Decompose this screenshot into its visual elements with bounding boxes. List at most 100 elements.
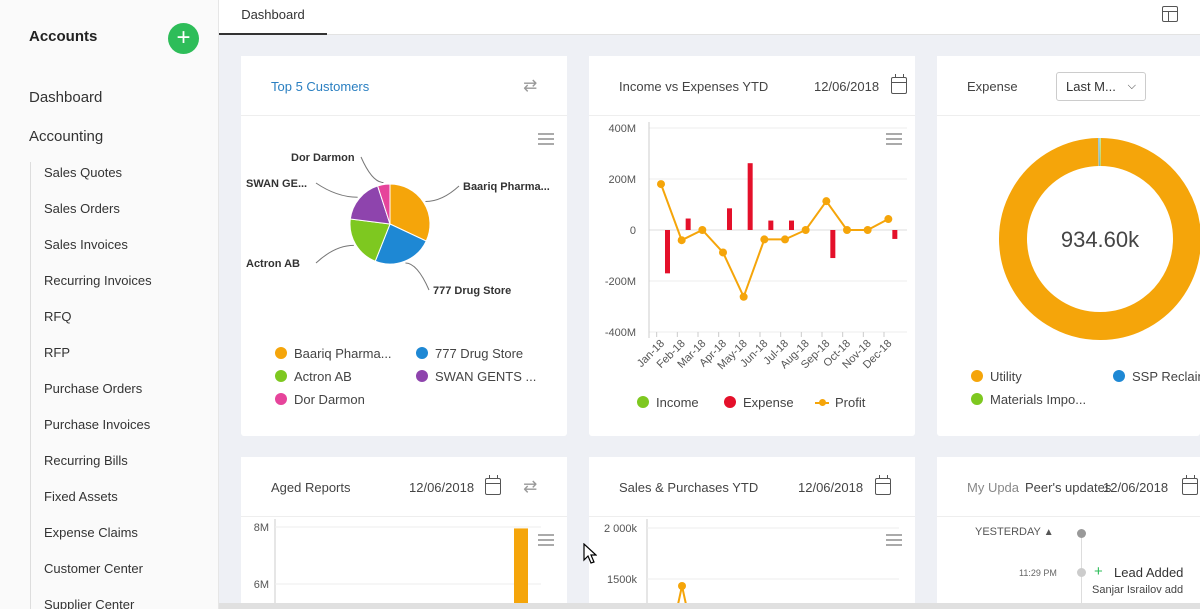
legend-item[interactable]: Profit	[815, 395, 865, 410]
bar[interactable]	[830, 230, 836, 259]
y-tick-label: 6M	[254, 579, 269, 591]
date-value[interactable]: 12/06/2018	[409, 480, 475, 495]
card-title[interactable]: Top 5 Customers	[271, 79, 370, 94]
legend-swatch	[416, 347, 428, 359]
legend-item[interactable]: Actron AB	[275, 369, 352, 384]
pie-leader-line	[315, 244, 354, 264]
sidebar-item-accounting[interactable]: Accounting	[29, 128, 104, 145]
legend-item[interactable]: Baariq Pharma...	[275, 346, 392, 361]
date-value[interactable]: 12/06/2018	[814, 79, 880, 94]
data-point[interactable]	[677, 236, 686, 245]
tab-dashboard[interactable]: Dashboard	[219, 0, 327, 35]
income-expenses-card: Income vs Expenses YTD 12/06/2018 400M 20…	[589, 56, 915, 436]
plus-icon: +	[1094, 563, 1103, 580]
horizontal-scrollbar[interactable]	[219, 603, 1200, 609]
data-point[interactable]	[739, 292, 748, 301]
pie-slice[interactable]	[389, 183, 431, 242]
data-point[interactable]	[719, 248, 727, 257]
sidebar-item-supplier-center[interactable]: Supplier Center	[44, 597, 135, 609]
series-line	[660, 183, 889, 300]
legend-item[interactable]: SSP Reclaim	[1113, 369, 1200, 384]
legend-item[interactable]: Expense	[724, 395, 794, 410]
pie-slice[interactable]	[349, 185, 391, 225]
tab-bar: Dashboard	[219, 0, 1200, 35]
pie-slice[interactable]	[377, 183, 391, 225]
legend-item[interactable]: Dor Darmon	[275, 392, 365, 407]
chart-menu-icon[interactable]	[886, 534, 902, 546]
data-point[interactable]	[698, 226, 707, 234]
data-point[interactable]	[657, 180, 665, 189]
sidebar-item-fixed-assets[interactable]: Fixed Assets	[44, 489, 118, 504]
sidebar-item-sales-quotes[interactable]: Sales Quotes	[44, 165, 123, 180]
legend-swatch	[971, 370, 983, 382]
y-tick-label: -400M	[605, 327, 636, 339]
timeline-entry-title[interactable]: Lead Added	[1114, 565, 1184, 580]
pie-slice[interactable]	[374, 223, 427, 265]
bar[interactable]	[514, 528, 528, 609]
period-select[interactable]: Last M... ⌵	[1056, 72, 1146, 101]
sidebar-item-expense-claims[interactable]: Expense Claims	[44, 525, 138, 540]
chart-menu-icon[interactable]	[538, 534, 554, 546]
pie-slice[interactable]	[349, 218, 391, 262]
tab-peers-updates[interactable]: Peer's updates	[1025, 480, 1112, 495]
legend-swatch	[724, 396, 736, 408]
data-point[interactable]	[801, 226, 810, 234]
y-tick-label: 400M	[608, 123, 636, 135]
bar[interactable]	[727, 208, 732, 230]
chart-menu-icon[interactable]	[886, 133, 902, 145]
data-point[interactable]	[884, 215, 893, 224]
legend-item[interactable]: 777 Drug Store	[416, 346, 523, 361]
pie-leader-line	[315, 182, 358, 198]
sidebar-item-recurring-bills[interactable]: Recurring Bills	[44, 453, 128, 468]
legend-item[interactable]: Utility	[971, 369, 1022, 384]
expense-donut: 934.60k	[999, 138, 1200, 340]
legend-swatch	[815, 399, 829, 406]
tab-my-updates[interactable]: My Upda	[967, 480, 1020, 495]
refresh-icon[interactable]: ⇄	[523, 76, 538, 95]
bar[interactable]	[892, 230, 898, 239]
bar[interactable]	[665, 230, 670, 274]
legend-item[interactable]: Materials Impo...	[971, 392, 1086, 407]
calendar-icon[interactable]	[1182, 475, 1198, 495]
donut-slice[interactable]	[999, 138, 1200, 340]
card-header: Top 5 Customers ⇄	[241, 56, 567, 116]
legend-swatch	[1113, 370, 1125, 382]
calendar-icon[interactable]	[891, 74, 907, 94]
sidebar-item-sales-orders[interactable]: Sales Orders	[44, 201, 120, 216]
calendar-icon[interactable]	[485, 475, 501, 495]
sidebar-item-purchase-invoices[interactable]: Purchase Invoices	[44, 417, 151, 432]
pie-slice-label: Dor Darmon	[291, 152, 355, 164]
refresh-icon[interactable]: ⇄	[523, 477, 538, 496]
timeline-time: 11:29 PM	[1019, 568, 1057, 578]
legend-item[interactable]: Income	[637, 395, 699, 410]
add-button[interactable]: +	[168, 23, 199, 54]
calendar-icon[interactable]	[875, 475, 891, 495]
data-point[interactable]	[678, 582, 686, 590]
data-point[interactable]	[760, 235, 769, 244]
date-value[interactable]: 12/06/2018	[798, 480, 864, 495]
chart-menu-icon[interactable]	[538, 133, 554, 145]
data-point[interactable]	[843, 226, 851, 234]
date-value[interactable]: 12/06/2018	[1103, 480, 1169, 495]
sidebar-item-sales-invoices[interactable]: Sales Invoices	[44, 237, 128, 252]
bar[interactable]	[685, 218, 691, 230]
chevron-up-icon: ▲	[1043, 527, 1054, 538]
legend-item[interactable]: SWAN GENTS ...	[416, 369, 536, 384]
data-point[interactable]	[822, 197, 831, 206]
layout-icon[interactable]	[1162, 6, 1178, 22]
timeline-group-label[interactable]: YESTERDAY ▲	[975, 526, 1054, 538]
sidebar-item-customer-center[interactable]: Customer Center	[44, 561, 143, 576]
data-point[interactable]	[781, 235, 789, 244]
sidebar-item-dashboard[interactable]: Dashboard	[29, 89, 103, 106]
legend-swatch	[275, 370, 287, 382]
period-select-value: Last M...	[1066, 79, 1116, 94]
sidebar-item-rfp[interactable]: RFP	[44, 345, 70, 360]
sidebar-item-recurring-invoices[interactable]: Recurring Invoices	[44, 273, 152, 288]
sidebar-item-rfq[interactable]: RFQ	[44, 309, 72, 324]
bar[interactable]	[747, 163, 753, 230]
sidebar-item-purchase-orders[interactable]: Purchase Orders	[44, 381, 143, 396]
data-point[interactable]	[863, 226, 872, 234]
bar[interactable]	[768, 220, 774, 230]
bar[interactable]	[789, 220, 794, 230]
pie-leader-line	[360, 156, 384, 184]
